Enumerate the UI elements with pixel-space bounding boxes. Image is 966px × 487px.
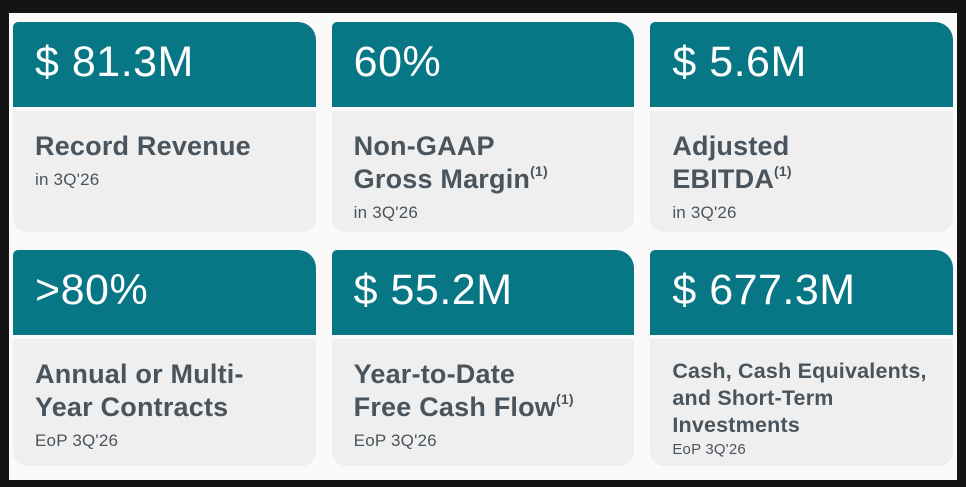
- metric-title: Record Revenue: [35, 130, 298, 163]
- metric-title: Year-to-Date Free Cash Flow(1): [354, 358, 617, 424]
- metric-title-text: Non-GAAP Gross Margin: [353, 131, 531, 194]
- metric-period: EoP 3Q'26: [353, 430, 437, 450]
- kpi-card-body: Non-GAAP Gross Margin(1) in 3Q'26: [331, 111, 635, 232]
- metric-title-text: Cash, Cash Equivalents, and Short-Term I…: [672, 358, 927, 437]
- metric-title: Adjusted EBITDA(1): [672, 130, 935, 196]
- metric-value: $ 81.3M: [35, 38, 194, 86]
- kpi-card-grid: $ 81.3M Record Revenue in 3Q'26 60% Non-…: [13, 22, 953, 466]
- metric-title-text: Adjusted EBITDA: [672, 131, 790, 194]
- kpi-card-header: $ 677.3M: [650, 249, 953, 335]
- metric-value: $ 5.6M: [672, 38, 807, 86]
- metric-period: EoP 3Q'26: [672, 441, 746, 459]
- metric-title: Annual or Multi- Year Contracts: [35, 358, 298, 424]
- kpi-card-free-cash-flow: $ 55.2M Year-to-Date Free Cash Flow(1) E…: [331, 249, 635, 466]
- footnote-marker: (1): [774, 162, 792, 179]
- kpi-card-gross-margin: 60% Non-GAAP Gross Margin(1) in 3Q'26: [331, 22, 635, 232]
- metric-period: in 3Q'26: [353, 202, 419, 222]
- kpi-card-body: Year-to-Date Free Cash Flow(1) EoP 3Q'26: [331, 338, 635, 466]
- metric-period: EoP 3Q'26: [35, 430, 119, 450]
- metric-title: Non-GAAP Gross Margin(1): [354, 130, 617, 196]
- metric-value: >80%: [35, 265, 149, 314]
- metric-value: 60%: [353, 38, 442, 86]
- kpi-card-contracts: >80% Annual or Multi- Year Contracts EoP…: [13, 249, 316, 466]
- kpi-card-record-revenue: $ 81.3M Record Revenue in 3Q'26: [13, 22, 316, 232]
- footnote-marker: (1): [530, 162, 548, 179]
- kpi-card-body: Record Revenue in 3Q'26: [13, 111, 316, 232]
- footnote-marker: (1): [556, 390, 574, 407]
- kpi-card-header: $ 81.3M: [13, 22, 316, 107]
- kpi-card-header: $ 5.6M: [650, 22, 953, 107]
- metric-title-text: Annual or Multi- Year Contracts: [35, 358, 244, 422]
- metric-value: $ 677.3M: [672, 265, 856, 314]
- kpi-card-header: >80%: [13, 249, 316, 335]
- kpi-card-header: 60%: [331, 22, 635, 107]
- metric-title-text: Year-to-Date Free Cash Flow: [353, 358, 557, 422]
- metric-value: $ 55.2M: [353, 265, 513, 314]
- kpi-card-cash-investments: $ 677.3M Cash, Cash Equivalents, and Sho…: [650, 249, 953, 466]
- metric-period: in 3Q'26: [35, 169, 100, 189]
- metric-title: Cash, Cash Equivalents, and Short-Term I…: [672, 358, 935, 439]
- metric-title-text: Record Revenue: [35, 131, 251, 161]
- kpi-card-body: Annual or Multi- Year Contracts EoP 3Q'2…: [13, 338, 316, 466]
- kpi-card-body: Cash, Cash Equivalents, and Short-Term I…: [650, 338, 953, 466]
- kpi-card-body: Adjusted EBITDA(1) in 3Q'26: [650, 111, 953, 232]
- kpi-card-adjusted-ebitda: $ 5.6M Adjusted EBITDA(1) in 3Q'26: [650, 22, 953, 232]
- slide-canvas: $ 81.3M Record Revenue in 3Q'26 60% Non-…: [9, 13, 957, 480]
- metric-period: in 3Q'26: [672, 202, 737, 222]
- kpi-card-header: $ 55.2M: [331, 249, 635, 335]
